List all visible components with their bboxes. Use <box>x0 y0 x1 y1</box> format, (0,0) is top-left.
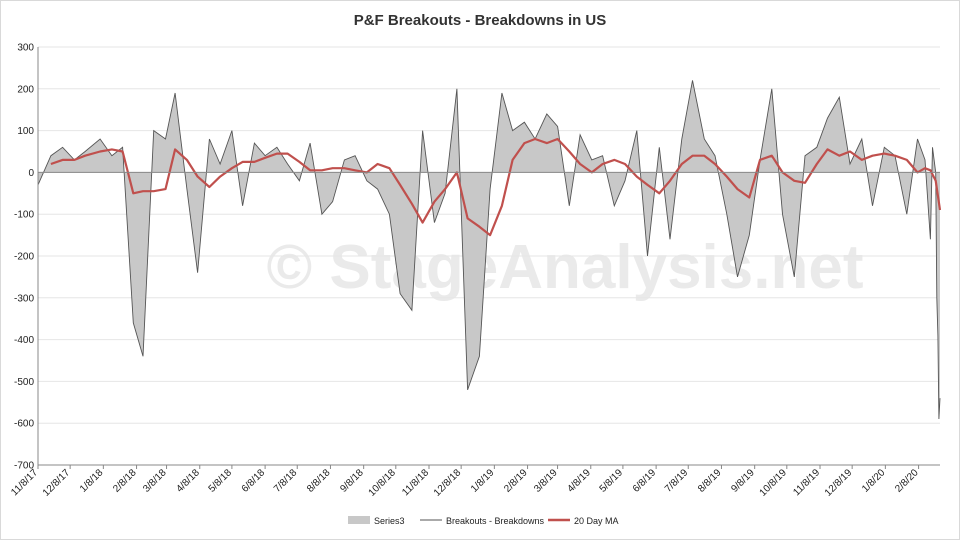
x-tick-label-21: 8/8/19 <box>696 467 724 495</box>
x-tick-label-5: 4/8/18 <box>174 467 202 495</box>
x-tick-label-23: 10/8/19 <box>758 467 790 499</box>
legend: Series3 Breakouts - Breakdowns 20 Day MA <box>348 516 619 526</box>
x-tick-label-12: 11/8/18 <box>400 467 431 498</box>
x-tick-label-18: 5/8/19 <box>598 467 626 495</box>
x-tick-label-3: 2/8/18 <box>111 467 139 495</box>
x-tick-label-0: 11/8/17 <box>9 467 40 498</box>
x-tick-label-15: 2/8/19 <box>502 467 530 495</box>
y-tick-label-8: -500 <box>14 377 34 388</box>
x-tick-label-14: 1/8/19 <box>469 467 497 495</box>
x-tick-label-20: 7/8/19 <box>663 467 691 495</box>
ma-20-day-line <box>50 137 942 237</box>
y-tick-label-1: 200 <box>17 84 34 95</box>
x-tick-label-27: 2/8/20 <box>893 467 921 495</box>
axes <box>37 47 940 466</box>
x-tick-label-8: 7/8/18 <box>272 467 300 495</box>
x-tick-label-2: 1/8/18 <box>78 467 106 495</box>
legend-swatch-series3 <box>348 516 370 524</box>
x-tick-label-9: 8/8/18 <box>305 467 333 495</box>
y-tick-label-3: 0 <box>28 168 34 179</box>
watermark: © StageAnalysis.net <box>267 233 864 302</box>
x-tick-label-1: 12/8/17 <box>41 467 73 499</box>
y-tick-label-5: -200 <box>14 252 34 263</box>
x-tick-label-26: 1/8/20 <box>860 467 888 495</box>
y-tick-labels: 300 200 100 0 -100 -200 -300 -400 -500 -600 -700 <box>14 43 34 472</box>
x-tick-label-4: 3/8/18 <box>141 467 169 495</box>
x-tick-label-13: 12/8/18 <box>432 467 464 499</box>
x-tick-labels: 11/8/17 12/8/17 1/8/18 2/8/18 3/8/18 4/8/18 5/… <box>9 465 921 499</box>
x-tick-label-24: 11/8/19 <box>791 467 822 498</box>
y-tick-label-6: -300 <box>14 293 34 304</box>
y-tick-label-4: -100 <box>14 210 34 221</box>
x-tick-label-17: 4/8/19 <box>565 467 593 495</box>
y-tick-label-7: -400 <box>14 335 34 346</box>
x-tick-label-6: 5/8/18 <box>207 467 235 495</box>
x-tick-label-10: 9/8/18 <box>338 467 366 495</box>
x-tick-label-7: 6/8/18 <box>240 467 268 495</box>
x-tick-label-22: 9/8/19 <box>729 467 757 495</box>
legend-label-breakouts-breakdowns: Breakouts - Breakdowns <box>446 516 545 526</box>
y-tick-label-2: 100 <box>17 126 34 137</box>
y-tick-label-10: -700 <box>14 461 34 472</box>
x-tick-label-16: 3/8/19 <box>532 467 560 495</box>
x-tick-label-25: 12/8/19 <box>823 467 855 499</box>
x-tick-label-11: 10/8/18 <box>367 467 399 499</box>
ma-line-layer <box>50 137 942 237</box>
y-tick-label-9: -600 <box>14 419 34 430</box>
raw-line-layer <box>37 80 941 420</box>
legend-label-20-day-ma: 20 Day MA <box>574 516 619 526</box>
legend-label-series3: Series3 <box>374 516 405 526</box>
x-tick-label-19: 6/8/19 <box>631 467 659 495</box>
chart-title: P&F Breakouts - Breakdowns in US <box>353 12 607 29</box>
y-tick-label-0: 300 <box>17 43 34 54</box>
breakouts-breakdowns-line <box>37 80 941 420</box>
